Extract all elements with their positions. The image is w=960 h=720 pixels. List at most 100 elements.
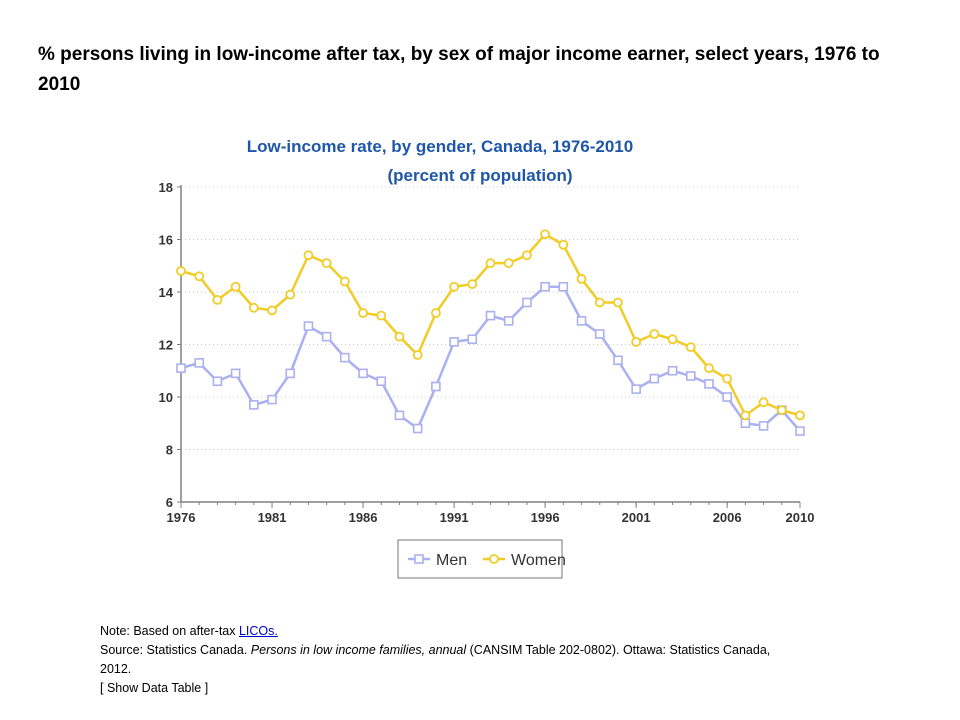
data-point-men xyxy=(522,297,532,308)
legend: Men Women xyxy=(397,539,566,579)
data-point-men xyxy=(431,381,441,392)
y-tick-label: 10 xyxy=(159,390,173,405)
y-tick-label: 6 xyxy=(166,495,173,510)
data-point-men xyxy=(340,352,350,363)
y-tick-label: 18 xyxy=(159,180,173,195)
data-point-men xyxy=(176,363,186,373)
note-prefix: Note: Based on after-tax xyxy=(100,624,239,638)
data-point-women xyxy=(248,302,259,313)
data-point-women xyxy=(176,266,186,276)
legend-label-women: Women xyxy=(511,552,566,569)
x-tick-label: 2010 xyxy=(786,510,815,525)
data-point-men xyxy=(303,321,314,331)
data-point-women xyxy=(321,258,332,269)
data-point-women xyxy=(649,329,660,339)
data-point-men xyxy=(358,368,368,379)
y-tick-label: 8 xyxy=(166,443,173,458)
line-chart: Low-income rate, by gender, Canada, 1976… xyxy=(159,137,815,579)
data-point-men xyxy=(685,371,696,381)
data-point-women xyxy=(449,281,459,292)
data-point-men xyxy=(376,376,387,387)
data-point-women xyxy=(303,250,314,261)
data-point-men xyxy=(249,400,259,410)
data-point-men xyxy=(285,368,296,379)
data-point-men xyxy=(212,376,223,387)
y-tick-label: 14 xyxy=(159,285,174,300)
x-tick-label: 2001 xyxy=(622,510,651,525)
data-point-women xyxy=(212,294,223,305)
data-point-women xyxy=(613,297,623,308)
x-tick-label: 2006 xyxy=(713,510,742,525)
data-point-men xyxy=(667,365,678,376)
data-point-women xyxy=(576,273,587,284)
data-point-men xyxy=(412,423,423,434)
data-point-women xyxy=(376,310,387,321)
data-point-women xyxy=(485,258,496,269)
data-point-women xyxy=(631,336,642,347)
data-point-women xyxy=(722,373,733,384)
series-lines xyxy=(176,229,805,436)
x-tick-label: 1986 xyxy=(349,510,378,525)
data-point-men xyxy=(467,334,478,345)
source-title: Persons in low income families, annual xyxy=(250,643,467,657)
data-point-men xyxy=(613,355,623,366)
licos-link[interactable]: LICOs. xyxy=(238,624,278,638)
chart-subtitle: (percent of population) xyxy=(387,166,572,185)
data-point-women xyxy=(230,281,241,292)
data-point-women xyxy=(776,405,787,416)
data-point-women xyxy=(394,331,405,342)
data-point-women xyxy=(467,279,478,290)
y-tick-label: 12 xyxy=(159,338,173,353)
note-line: Note: Based on after-tax LICOs. xyxy=(100,622,800,641)
legend-label-men: Men xyxy=(436,552,467,569)
data-point-men xyxy=(704,379,714,389)
data-point-women xyxy=(540,229,551,240)
data-point-men xyxy=(576,316,587,326)
data-point-men xyxy=(740,418,751,429)
data-point-women xyxy=(558,239,569,250)
data-point-men xyxy=(194,358,205,368)
data-point-men xyxy=(594,329,605,339)
data-point-women xyxy=(522,250,532,261)
data-point-men xyxy=(649,373,660,384)
axes: 6 8 10 12 14 16 18 1976 1981 1986 1991 1996 2001 2006… xyxy=(159,180,815,525)
data-point-men xyxy=(631,384,641,394)
data-point-men xyxy=(722,392,732,402)
data-point-women xyxy=(758,397,769,408)
x-tick-label: 1981 xyxy=(258,510,287,525)
page-title: % persons living in low-income after tax… xyxy=(38,44,880,95)
data-point-men xyxy=(449,337,459,347)
x-tick-label: 1991 xyxy=(440,510,469,525)
data-point-women xyxy=(667,334,678,345)
data-point-men xyxy=(485,310,496,321)
x-tick-label: 1976 xyxy=(167,510,196,525)
data-point-women xyxy=(594,297,605,308)
data-point-women xyxy=(503,258,514,269)
chart-notes: Note: Based on after-tax LICOs. Source: … xyxy=(100,622,800,698)
show-data-table-button[interactable]: [ Show Data Table ] xyxy=(100,681,209,695)
data-point-women xyxy=(267,305,277,316)
data-point-men xyxy=(540,281,550,292)
y-tick-label: 16 xyxy=(159,233,173,248)
data-point-women xyxy=(704,363,714,374)
data-point-men xyxy=(394,410,405,421)
legend-marker-women xyxy=(489,554,499,564)
data-point-men xyxy=(503,316,514,326)
data-point-women xyxy=(685,342,696,353)
data-point-men xyxy=(795,426,805,436)
chart-title: Low-income rate, by gender, Canada, 1976… xyxy=(247,137,633,156)
data-point-women xyxy=(795,410,805,421)
data-point-women xyxy=(412,350,423,360)
data-point-women xyxy=(194,271,205,282)
source-suffix: (CANSIM Table 202-0802). Ottawa: Statist… xyxy=(100,643,771,676)
data-point-women xyxy=(339,276,350,287)
x-tick-label: 1996 xyxy=(531,510,560,525)
data-point-women xyxy=(285,289,296,300)
legend-marker-men xyxy=(414,554,424,564)
data-point-women xyxy=(740,410,751,421)
data-point-men xyxy=(321,331,332,342)
data-point-men xyxy=(267,394,277,405)
data-point-men xyxy=(230,368,241,379)
source-prefix: Source: Statistics Canada. xyxy=(100,643,251,657)
data-point-women xyxy=(358,308,368,318)
